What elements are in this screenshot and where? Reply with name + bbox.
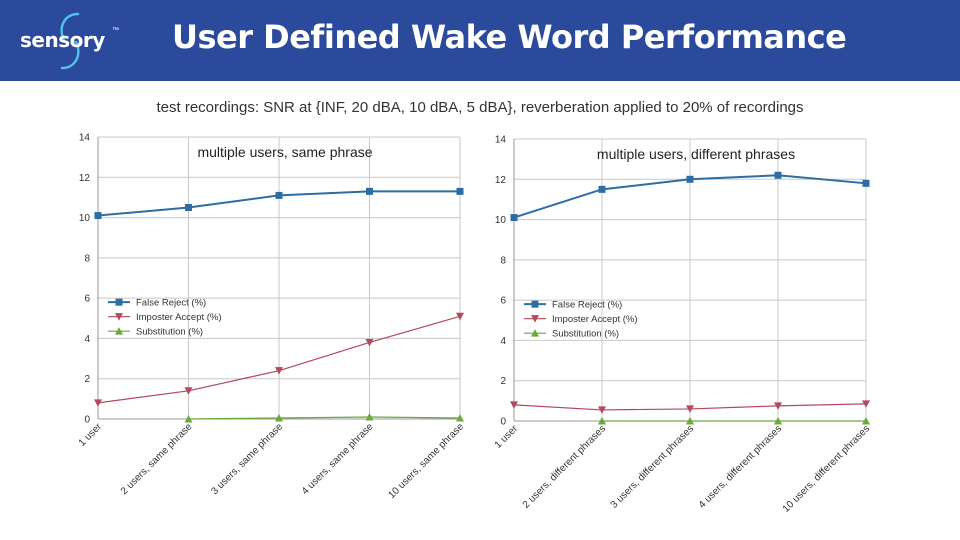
header-bar: sensory ™ User Defined Wake Word Perform… — [0, 0, 960, 81]
data-point — [366, 187, 373, 195]
data-point — [598, 417, 606, 425]
logo-swoosh-top — [60, 12, 80, 42]
chart-same-phrase: 0 2 4 6 8 10 12 14 1 user 2 users, same phrase 3 u… — [77, 133, 467, 502]
x-tick-label: 10 users, same phrase — [386, 421, 466, 501]
y-tick-label: 0 — [500, 417, 506, 428]
x-tick-label: 10 users, different phrases — [781, 423, 872, 514]
y-tick-label: 4 — [84, 334, 90, 345]
chart-title: multiple users, same phrase — [197, 144, 372, 160]
legend-label: False Reject (%) — [136, 298, 206, 309]
logo-swoosh-bottom — [60, 40, 80, 70]
legend-label: Substitution (%) — [552, 329, 619, 340]
data-point — [774, 417, 782, 425]
data-point — [456, 312, 464, 321]
legend-label: Substitution (%) — [136, 327, 203, 338]
x-tick-label: 4 users, different phrases — [697, 423, 784, 510]
x-tick-label: 2 users, same phrase — [119, 421, 195, 497]
x-tick-label: 4 users, same phrase — [300, 421, 376, 497]
data-point — [365, 338, 374, 347]
data-point — [275, 191, 283, 199]
data-point — [598, 406, 606, 414]
chart-title: multiple users, different phrases — [597, 146, 795, 162]
y-tick-label: 2 — [500, 376, 506, 387]
y-tick-label: 10 — [495, 215, 507, 226]
data-point — [862, 179, 870, 187]
legend-marker — [115, 327, 123, 335]
legend-marker — [531, 315, 539, 323]
data-point — [456, 187, 464, 195]
data-point — [94, 212, 102, 220]
legend-marker — [531, 300, 539, 308]
logo-text: sensory — [20, 28, 105, 52]
chart-subtitle: test recordings: SNR at {INF, 20 dBA, 10… — [156, 99, 804, 116]
data-point — [184, 387, 193, 395]
y-tick-label: 12 — [495, 175, 507, 186]
data-point — [275, 413, 283, 422]
legend-marker — [531, 329, 539, 337]
data-point — [94, 399, 102, 407]
y-tick-label: 8 — [84, 253, 90, 264]
data-point — [862, 417, 870, 425]
data-point — [185, 204, 192, 211]
x-tick-label: 3 users, different phrases — [609, 423, 696, 510]
data-point — [686, 417, 694, 425]
x-tick-label: 1 user — [493, 423, 521, 451]
data-point — [686, 405, 694, 413]
data-point — [598, 185, 606, 193]
data-point — [365, 412, 374, 421]
legend-label: False Reject (%) — [552, 300, 622, 311]
legend-marker — [115, 298, 123, 306]
y-tick-label: 10 — [79, 213, 91, 224]
y-tick-label: 6 — [84, 294, 90, 305]
data-point — [774, 171, 782, 179]
y-tick-label: 6 — [500, 296, 506, 307]
y-tick-label: 8 — [500, 255, 506, 266]
series-line-substitution — [188, 416, 461, 420]
y-tick-label: 14 — [495, 135, 507, 146]
data-point — [275, 367, 283, 375]
y-tick-label: 4 — [500, 336, 506, 347]
y-tick-label: 0 — [84, 415, 90, 426]
logo-trademark: ™ — [112, 27, 119, 34]
x-tick-label: 3 users, same phrase — [209, 421, 285, 497]
data-point — [456, 413, 464, 422]
data-point — [862, 400, 870, 408]
x-tick-label: 1 user — [77, 421, 105, 449]
chart-different-phrases: 0 2 4 6 8 10 12 14 1 user 2 users, different phra… — [493, 135, 872, 515]
data-point — [686, 175, 694, 183]
y-tick-label: 2 — [84, 374, 90, 385]
x-tick-label: 2 users, different phrases — [521, 423, 608, 510]
sensory-logo-icon — [60, 12, 80, 70]
data-point — [184, 415, 193, 423]
data-point — [774, 402, 782, 410]
y-tick-label: 14 — [79, 133, 91, 144]
page-title: User Defined Wake Word Performance — [172, 18, 847, 56]
data-point — [510, 214, 518, 222]
legend-label: Imposter Accept (%) — [136, 312, 222, 323]
y-tick-label: 12 — [79, 173, 91, 184]
data-point — [510, 401, 518, 409]
legend-label: Imposter Accept (%) — [552, 314, 638, 325]
legend-marker — [115, 313, 123, 321]
